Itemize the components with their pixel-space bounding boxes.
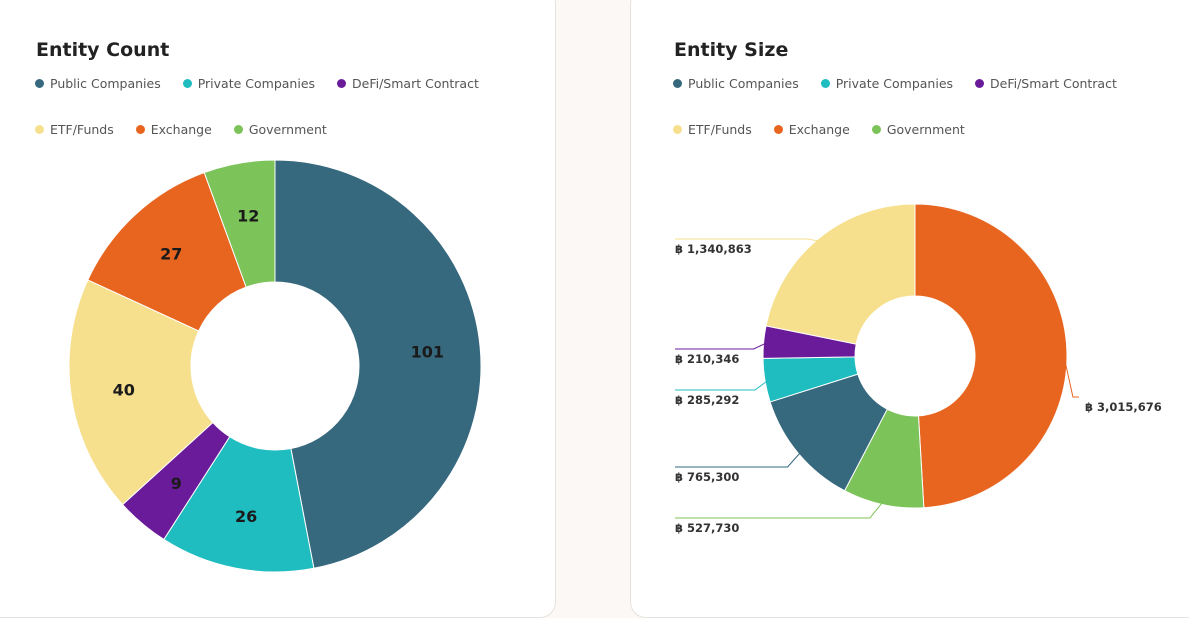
legend-item-exchange[interactable]: Exchange	[773, 120, 850, 138]
legend-label: Public Companies	[50, 75, 161, 91]
slice-exchange[interactable]	[87, 171, 247, 332]
slice-public-companies[interactable]	[274, 159, 482, 569]
callout-line-etf-funds	[675, 238, 822, 242]
legend-item-exchange[interactable]: Exchange	[135, 120, 212, 138]
slice-label-public-companies: 101	[411, 342, 444, 361]
legend-label: Government	[248, 121, 327, 137]
legend-label: DeFi/Smart Contract	[352, 75, 479, 91]
legend-swatch	[673, 124, 682, 134]
legend-item-government[interactable]: Government	[233, 120, 327, 138]
legend-label: Private Companies	[197, 75, 316, 91]
legend-label: Exchange	[150, 121, 212, 137]
legend-item-private-companies[interactable]: Private Companies	[820, 74, 954, 92]
slice-label-etf-funds: 40	[113, 380, 135, 399]
legend-item-defi-smart-contract[interactable]: DeFi/Smart Contract	[337, 74, 479, 92]
callout-label-public-companies: ฿ 765,300	[675, 470, 739, 484]
legend-swatch	[337, 78, 347, 88]
slice-label-government: 12	[237, 206, 259, 225]
callout-line-public-companies	[675, 450, 803, 468]
callout-label-defi-smart-contract: ฿ 210,346	[675, 352, 739, 366]
callout-label-private-companies: ฿ 285,292	[675, 393, 739, 407]
slice-label-private-companies: 26	[235, 507, 257, 526]
legend-swatch	[233, 124, 243, 134]
legend-label: Government	[886, 121, 965, 137]
legend-item-public-companies[interactable]: Public Companies	[673, 74, 799, 92]
entity-size-legend: Public Companies Private Companies DeFi/Sm…	[673, 74, 1189, 138]
legend-swatch	[871, 124, 881, 134]
legend-label: Private Companies	[835, 75, 954, 91]
callout-line-exchange	[1062, 351, 1079, 398]
legend-swatch	[182, 78, 192, 88]
entity-size-title: Entity Size	[674, 39, 789, 61]
legend-item-public-companies[interactable]: Public Companies	[35, 74, 161, 92]
legend-label: Exchange	[788, 121, 850, 137]
slice-government[interactable]	[203, 159, 276, 288]
legend-item-etf-funds[interactable]: ETF/Funds	[35, 120, 114, 138]
callout-label-exchange: ฿ 3,015,676	[1085, 400, 1162, 414]
legend-label: DeFi/Smart Contract	[990, 75, 1117, 91]
legend-swatch	[820, 78, 830, 88]
legend-swatch	[673, 78, 682, 88]
donut-charts: 101 26 9 40 27 12 ฿ 1,340,863 ฿ 210,346 ฿ 285,29…	[68, 159, 1162, 573]
callout-label-etf-funds: ฿ 1,340,863	[675, 242, 752, 256]
legend-swatch	[975, 78, 985, 88]
callout-label-government: ฿ 527,730	[675, 521, 739, 535]
callout-line-private-companies	[675, 379, 770, 391]
slice-etf-funds[interactable]	[765, 203, 916, 345]
legend-swatch	[135, 124, 145, 134]
legend-label: ETF/Funds	[688, 121, 752, 137]
entity-size-card: Entity Size Public Companies Private Comp…	[630, 0, 1189, 618]
legend-label: ETF/Funds	[50, 121, 114, 137]
entity-count-legend: Public Companies Private Companies DeFi/Sm…	[35, 74, 555, 138]
legend-item-private-companies[interactable]: Private Companies	[182, 74, 316, 92]
callout-line-government	[675, 500, 885, 519]
slice-etf-funds[interactable]	[68, 279, 214, 506]
slice-label-exchange: 27	[160, 245, 182, 264]
entity-count-title: Entity Count	[36, 39, 170, 61]
legend-swatch	[773, 124, 783, 134]
legend-swatch	[35, 78, 44, 88]
legend-swatch	[35, 124, 44, 134]
legend-label: Public Companies	[688, 75, 799, 91]
legend-item-defi-smart-contract[interactable]: DeFi/Smart Contract	[975, 74, 1117, 92]
slice-private-companies[interactable]	[163, 436, 315, 573]
slice-label-defi-smart-contract: 9	[171, 474, 182, 493]
legend-item-government[interactable]: Government	[871, 120, 965, 138]
legend-item-etf-funds[interactable]: ETF/Funds	[673, 120, 752, 138]
slice-exchange[interactable]	[914, 203, 1068, 509]
callout-line-defi-smart-contract	[675, 341, 768, 350]
